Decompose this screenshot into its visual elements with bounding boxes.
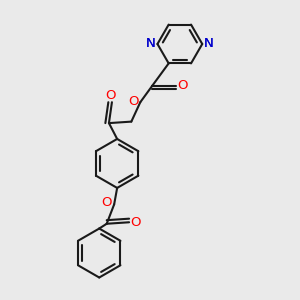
Text: N: N [204,38,214,50]
Text: O: O [177,79,188,92]
Text: O: O [128,94,139,107]
Text: N: N [204,38,214,50]
Text: O: O [102,196,112,209]
Text: O: O [105,89,116,102]
Text: N: N [146,38,155,50]
Text: O: O [130,216,141,229]
Text: N: N [146,38,156,50]
